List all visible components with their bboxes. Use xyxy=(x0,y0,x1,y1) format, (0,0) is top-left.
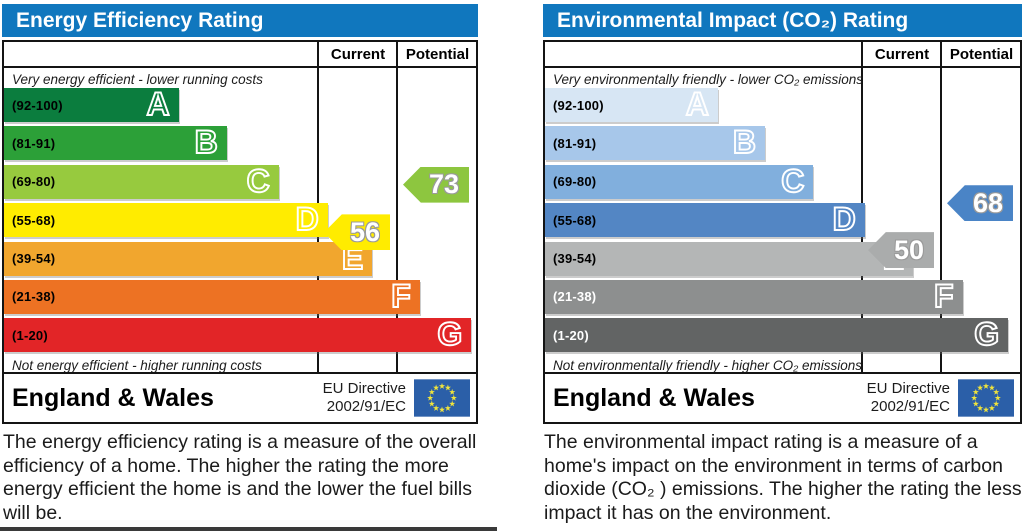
band-range-label: (92-100) xyxy=(12,97,63,113)
eu-flag-icon xyxy=(414,379,470,417)
band-range-label: (69-80) xyxy=(553,174,597,190)
band-range-label: (55-68) xyxy=(12,212,56,228)
cropped-bottom-rule xyxy=(0,527,497,531)
rating-band-bar: (55-68) D xyxy=(4,201,328,238)
eu-directive-line1: EU Directive xyxy=(322,380,406,397)
environmental-rating-description: The environmental impact rating is a mea… xyxy=(544,431,1022,524)
rating-band-bar: (1-20) G xyxy=(545,316,1009,353)
rating-band-bar: (39-54) E xyxy=(545,240,914,276)
eu-flag-icon xyxy=(958,379,1014,417)
rating-band-bar: (92-100) A xyxy=(545,86,718,122)
rating-band-bar: (81-91) B xyxy=(545,124,765,161)
eu-directive-label: EU Directive 2002/91/EC xyxy=(323,380,414,416)
rating-band-bar: (39-54) E xyxy=(4,240,373,276)
bottom-note: Not energy efficient - higher running co… xyxy=(12,358,262,373)
top-note: Very environmentally friendly - lower CO… xyxy=(553,72,863,87)
band-range-label: (92-100) xyxy=(553,97,604,113)
region-name: England & Wales xyxy=(553,383,755,412)
region-name: England & Wales xyxy=(12,383,214,412)
band-letter: A xyxy=(685,86,710,122)
band-letter: G xyxy=(973,316,1000,353)
rating-band-bar: (21-38) F xyxy=(4,277,420,314)
band-letter: D xyxy=(295,201,320,238)
bands: (92-100) A (81-91) B (69-80) C (55-68) D… xyxy=(4,86,476,357)
rating-band-row: (55-68) D xyxy=(4,201,476,241)
band-range-label: (21-38) xyxy=(12,289,56,305)
band-range-label: (81-91) xyxy=(12,135,56,151)
band-letter: A xyxy=(146,86,171,122)
current-column-header: Current xyxy=(874,46,930,63)
eu-directive-label: EU Directive 2002/91/EC xyxy=(867,380,958,416)
energy-rating-description: The energy efficiency rating is a measur… xyxy=(3,431,477,524)
energy-efficiency-rating-panel: Energy Efficiency Rating Current Potenti… xyxy=(2,4,478,424)
chart-title: Energy Efficiency Rating xyxy=(2,4,478,37)
environmental-impact-rating-panel: Environmental Impact (CO₂) Rating Curren… xyxy=(543,4,1022,424)
band-range-label: (55-68) xyxy=(553,212,597,228)
top-note: Very energy efficient - lower running co… xyxy=(12,72,263,87)
band-range-label: (39-54) xyxy=(553,251,597,267)
footer-row: England & Wales EU Directive 2002/91/EC xyxy=(4,372,476,422)
rating-band-row: (69-80) C xyxy=(4,162,476,203)
rating-band-bar: (1-20) G xyxy=(4,316,472,353)
column-divider xyxy=(940,42,942,372)
rating-band-row: (21-38) F xyxy=(545,277,1020,318)
band-letter: F xyxy=(933,277,954,314)
rating-band-row: (1-20) G xyxy=(545,316,1020,356)
eu-directive-line2: 2002/91/EC xyxy=(870,398,950,415)
column-header-row: Current Potential xyxy=(545,42,1020,68)
rating-band-row: (81-91) B xyxy=(545,124,1020,164)
rating-table: Current Potential Very energy efficient … xyxy=(2,40,478,424)
rating-band-row: (21-38) F xyxy=(4,277,476,318)
potential-column-header: Potential xyxy=(405,46,470,63)
band-letter: C xyxy=(246,162,271,199)
potential-column-header: Potential xyxy=(949,46,1014,63)
potential-value: 68 xyxy=(972,187,1004,218)
band-range-label: (21-38) xyxy=(553,289,597,305)
bands: (92-100) A (81-91) B (69-80) C (55-68) D… xyxy=(545,86,1020,357)
rating-table: Current Potential Very environmentally f… xyxy=(543,40,1022,424)
current-value: 50 xyxy=(893,234,925,265)
rating-band-bar: (21-38) F xyxy=(545,277,963,314)
column-divider xyxy=(396,42,398,372)
band-letter: F xyxy=(390,277,411,314)
potential-value: 73 xyxy=(428,169,460,200)
column-header-row: Current Potential xyxy=(4,42,476,68)
rating-band-bar: (55-68) D xyxy=(545,201,865,238)
rating-band-row: (39-54) E xyxy=(4,240,476,280)
band-range-label: (69-80) xyxy=(12,174,56,190)
band-letter: B xyxy=(732,124,757,161)
current-column-header: Current xyxy=(330,46,386,63)
rating-band-row: (92-100) A xyxy=(4,86,476,126)
band-letter: B xyxy=(194,124,219,161)
eu-directive-line1: EU Directive xyxy=(866,380,950,397)
band-range-label: (81-91) xyxy=(553,135,597,151)
bottom-note: Not environmentally friendly - higher CO… xyxy=(553,358,863,373)
rating-band-row: (39-54) E xyxy=(545,240,1020,280)
rating-band-row: (1-20) G xyxy=(4,316,476,356)
band-letter: G xyxy=(436,316,463,353)
band-range-label: (1-20) xyxy=(12,327,48,343)
rating-band-bar: (69-80) C xyxy=(4,162,279,199)
rating-band-bar: (69-80) C xyxy=(545,162,814,199)
rating-band-row: (81-91) B xyxy=(4,124,476,164)
band-letter: C xyxy=(780,162,805,199)
band-range-label: (1-20) xyxy=(553,327,589,343)
rating-band-row: (55-68) D xyxy=(545,201,1020,241)
rating-band-bar: (81-91) B xyxy=(4,124,227,161)
eu-directive-line2: 2002/91/EC xyxy=(326,398,406,415)
footer-row: England & Wales EU Directive 2002/91/EC xyxy=(545,372,1020,422)
rating-band-row: (92-100) A xyxy=(545,86,1020,126)
rating-band-bar: (92-100) A xyxy=(4,86,179,122)
band-range-label: (39-54) xyxy=(12,251,56,267)
chart-title: Environmental Impact (CO₂) Rating xyxy=(543,4,1022,37)
rating-band-row: (69-80) C xyxy=(545,162,1020,203)
current-value: 56 xyxy=(349,216,381,247)
band-letter: D xyxy=(832,201,857,238)
